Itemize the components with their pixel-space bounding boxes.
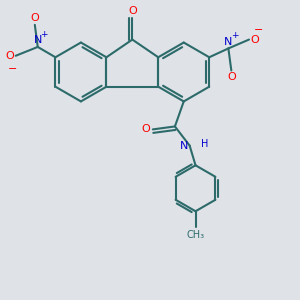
Text: CH₃: CH₃ (187, 230, 205, 240)
Text: O: O (128, 6, 137, 16)
Text: +: + (231, 31, 238, 40)
Text: H: H (201, 139, 208, 149)
Text: −: − (8, 64, 17, 74)
Text: O: O (30, 14, 39, 23)
Text: +: + (40, 30, 47, 39)
Text: N: N (224, 37, 232, 47)
Text: O: O (5, 51, 14, 61)
Text: O: O (141, 124, 150, 134)
Text: N: N (180, 141, 188, 151)
Text: O: O (227, 72, 236, 82)
Text: −: − (254, 25, 263, 35)
Text: N: N (34, 35, 42, 46)
Text: O: O (250, 34, 259, 45)
